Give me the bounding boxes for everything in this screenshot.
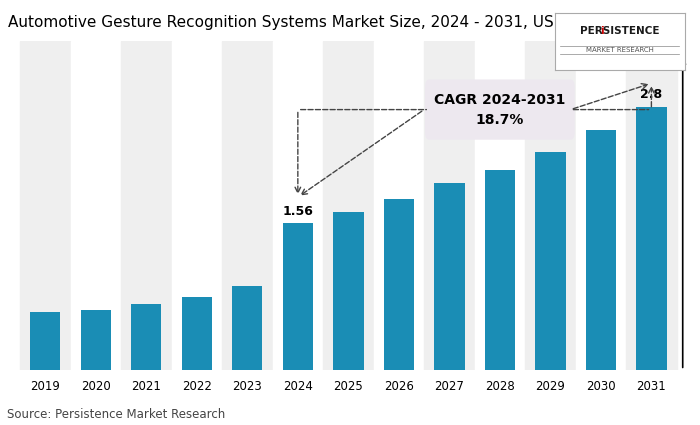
Bar xyxy=(424,41,475,370)
Bar xyxy=(80,310,111,370)
Bar xyxy=(374,41,424,370)
Text: 2.8: 2.8 xyxy=(640,88,662,101)
Text: 1.56: 1.56 xyxy=(282,205,314,218)
FancyBboxPatch shape xyxy=(425,79,575,140)
Bar xyxy=(232,286,262,370)
Bar xyxy=(222,41,272,370)
Bar xyxy=(283,224,313,370)
Text: PERSISTENCE: PERSISTENCE xyxy=(580,26,659,36)
Bar xyxy=(323,41,374,370)
Bar xyxy=(475,41,525,370)
Bar xyxy=(272,41,323,370)
Text: Automotive Gesture Recognition Systems Market Size, 2024 - 2031, US$ Bn: Automotive Gesture Recognition Systems M… xyxy=(8,15,589,30)
Bar xyxy=(536,152,566,370)
Bar xyxy=(626,41,677,370)
Bar xyxy=(131,304,162,370)
Text: CAGR 2024-2031: CAGR 2024-2031 xyxy=(434,93,566,107)
Bar xyxy=(384,199,414,370)
Bar xyxy=(586,130,616,370)
Bar xyxy=(71,41,121,370)
Bar xyxy=(434,183,465,370)
Bar xyxy=(575,41,626,370)
Bar xyxy=(333,212,363,370)
Text: MARKET RESEARCH: MARKET RESEARCH xyxy=(586,47,654,53)
Text: 18.7%: 18.7% xyxy=(476,113,524,127)
Bar xyxy=(484,170,515,370)
Bar xyxy=(636,107,666,370)
Text: Source: Persistence Market Research: Source: Persistence Market Research xyxy=(7,408,225,421)
Bar xyxy=(182,297,212,370)
Bar xyxy=(30,312,60,370)
Bar xyxy=(525,41,575,370)
Bar xyxy=(20,41,71,370)
Text: i: i xyxy=(601,26,604,36)
Bar xyxy=(121,41,172,370)
Bar xyxy=(172,41,222,370)
